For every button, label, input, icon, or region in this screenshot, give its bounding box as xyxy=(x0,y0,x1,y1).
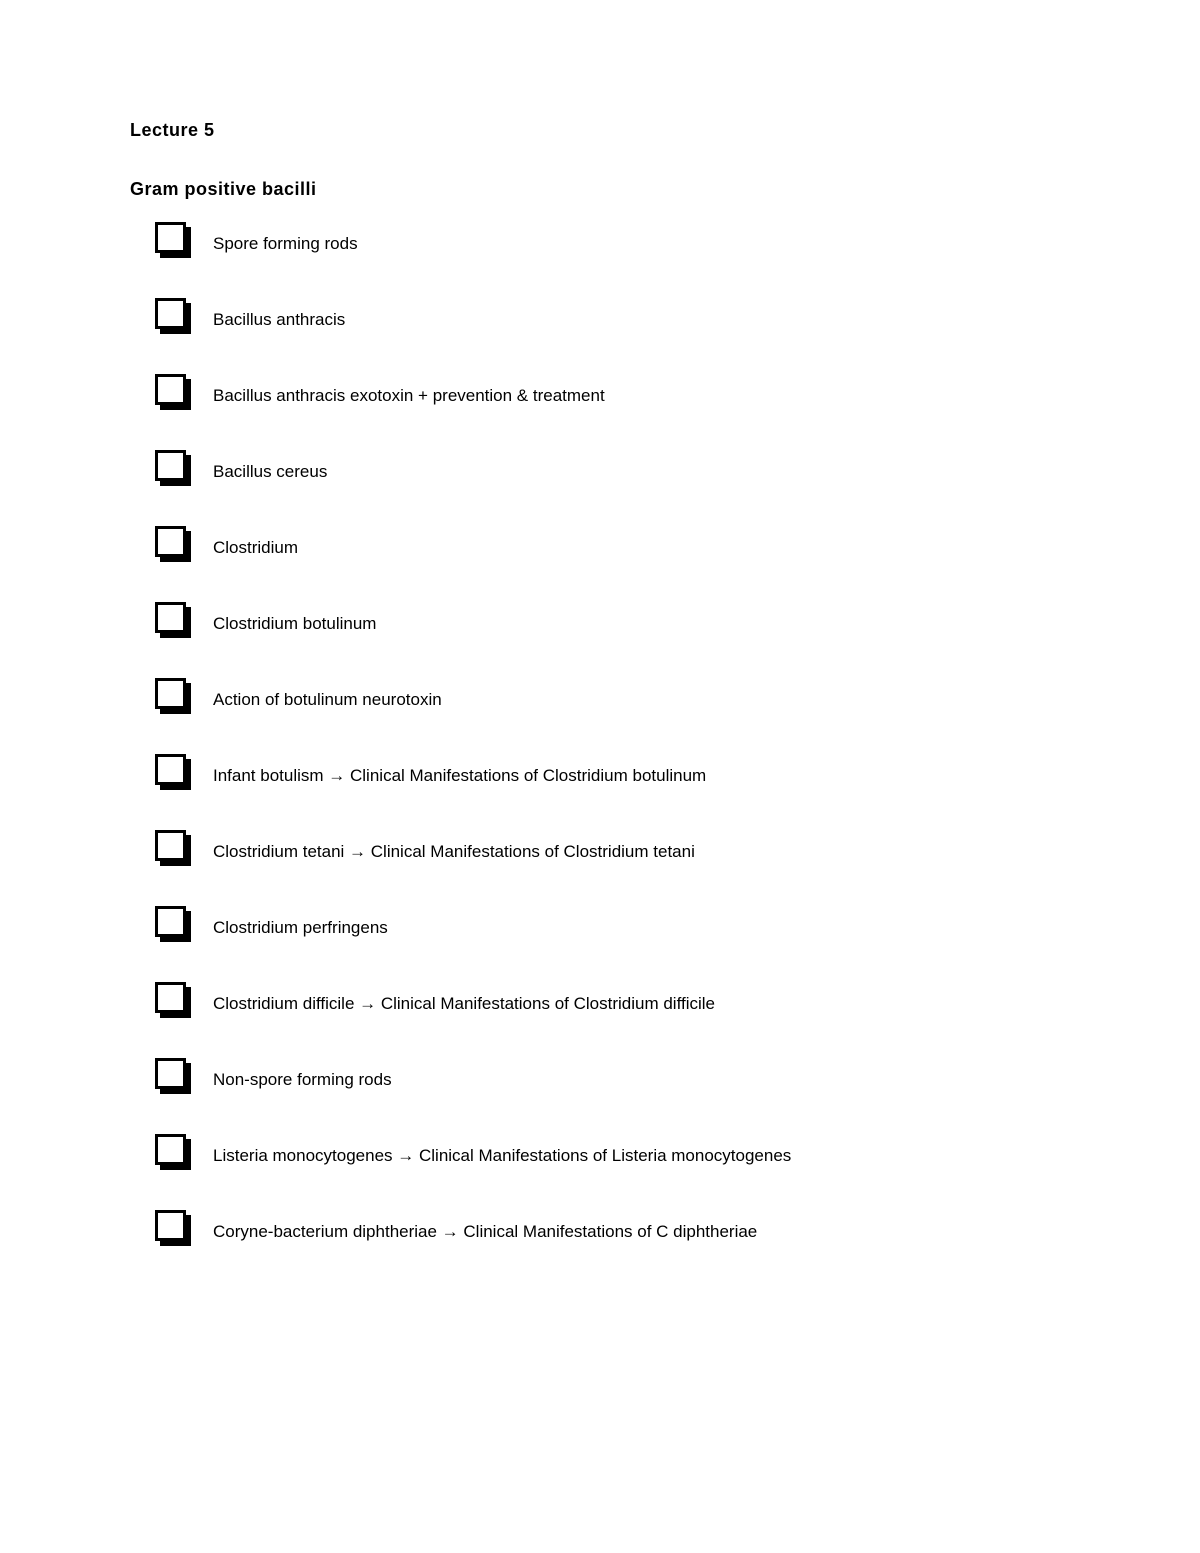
list-item: Spore forming rods xyxy=(155,222,1070,258)
checkbox-icon xyxy=(155,1058,191,1094)
checkbox-icon xyxy=(155,602,191,638)
item-label: Clostridium perfringens xyxy=(213,916,388,942)
item-label: Listeria monocytogenes → Clinical Manife… xyxy=(213,1144,791,1170)
checkbox-icon xyxy=(155,678,191,714)
section-heading: Gram positive bacilli xyxy=(130,179,1070,200)
list-item: Clostridium perfringens xyxy=(155,906,1070,942)
list-item: Bacillus anthracis xyxy=(155,298,1070,334)
checkbox-icon xyxy=(155,298,191,334)
checkbox-icon xyxy=(155,982,191,1018)
checklist: Spore forming rods Bacillus anthracis Ba… xyxy=(130,222,1070,1246)
list-item: Listeria monocytogenes → Clinical Manife… xyxy=(155,1134,1070,1170)
lecture-heading: Lecture 5 xyxy=(130,120,1070,141)
list-item: Clostridium xyxy=(155,526,1070,562)
item-label: Infant botulism → Clinical Manifestation… xyxy=(213,764,706,790)
checkbox-icon xyxy=(155,374,191,410)
item-label: Bacillus anthracis exotoxin + prevention… xyxy=(213,384,605,410)
checkbox-icon xyxy=(155,1210,191,1246)
checkbox-icon xyxy=(155,1134,191,1170)
item-label: Action of botulinum neurotoxin xyxy=(213,688,442,714)
checkbox-icon xyxy=(155,906,191,942)
list-item: Bacillus anthracis exotoxin + prevention… xyxy=(155,374,1070,410)
item-label: Bacillus anthracis xyxy=(213,308,345,334)
list-item: Infant botulism → Clinical Manifestation… xyxy=(155,754,1070,790)
list-item: Bacillus cereus xyxy=(155,450,1070,486)
checkbox-icon xyxy=(155,526,191,562)
checkbox-icon xyxy=(155,754,191,790)
checkbox-icon xyxy=(155,450,191,486)
item-label: Clostridium tetani → Clinical Manifestat… xyxy=(213,840,695,866)
item-label: Bacillus cereus xyxy=(213,460,327,486)
item-label: Clostridium botulinum xyxy=(213,612,376,638)
list-item: Clostridium tetani → Clinical Manifestat… xyxy=(155,830,1070,866)
list-item: Coryne-bacterium diphtheriae → Clinical … xyxy=(155,1210,1070,1246)
item-label: Coryne-bacterium diphtheriae → Clinical … xyxy=(213,1220,757,1246)
list-item: Clostridium difficile → Clinical Manifes… xyxy=(155,982,1070,1018)
checkbox-icon xyxy=(155,830,191,866)
list-item: Non-spore forming rods xyxy=(155,1058,1070,1094)
list-item: Clostridium botulinum xyxy=(155,602,1070,638)
item-label: Clostridium xyxy=(213,536,298,562)
checkbox-icon xyxy=(155,222,191,258)
list-item: Action of botulinum neurotoxin xyxy=(155,678,1070,714)
item-label: Non-spore forming rods xyxy=(213,1068,392,1094)
item-label: Spore forming rods xyxy=(213,232,358,258)
item-label: Clostridium difficile → Clinical Manifes… xyxy=(213,992,715,1018)
